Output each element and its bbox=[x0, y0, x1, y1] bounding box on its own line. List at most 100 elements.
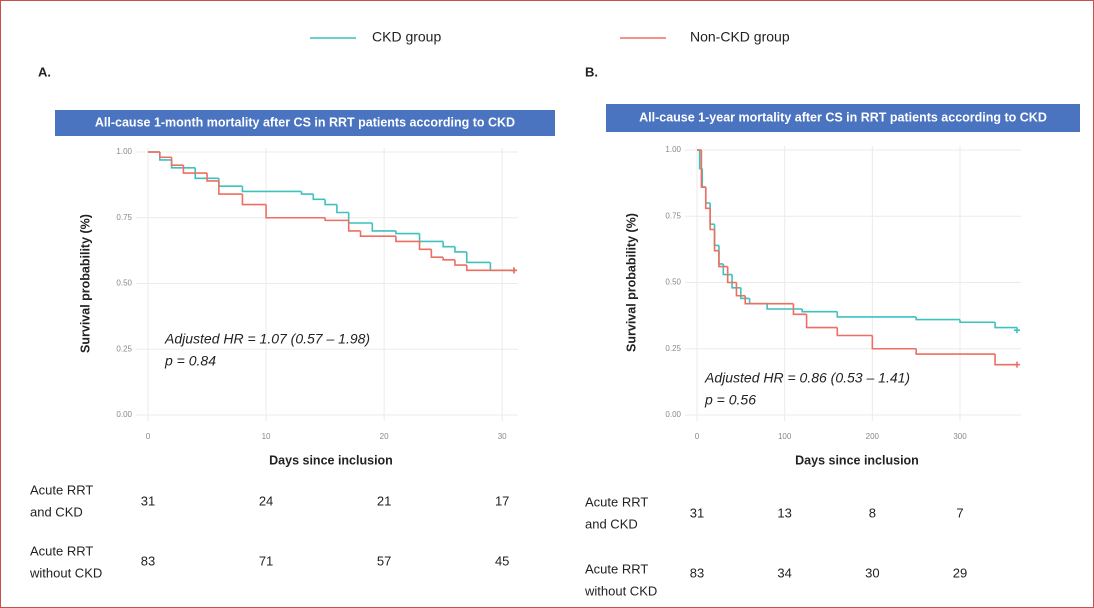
risk-row-label: Acute RRT bbox=[30, 543, 93, 558]
y-tick-label: 0.25 bbox=[665, 344, 681, 353]
y-tick-label: 1.00 bbox=[665, 145, 681, 154]
survival-step bbox=[336, 204, 349, 214]
survival-step bbox=[300, 191, 314, 195]
risk-count: 7 bbox=[956, 505, 963, 520]
risk-count: 13 bbox=[777, 505, 791, 520]
risk-row-label: Acute RRT bbox=[30, 482, 93, 497]
annotation: p = 0.56 bbox=[704, 392, 756, 408]
survival-step bbox=[194, 167, 219, 180]
survival-step bbox=[1014, 327, 1020, 334]
panel-label: A. bbox=[38, 64, 51, 79]
annotation: p = 0.84 bbox=[164, 353, 216, 369]
survival-step bbox=[740, 287, 750, 300]
legend-label: Non-CKD group bbox=[690, 29, 790, 45]
risk-count: 71 bbox=[259, 553, 273, 568]
survival-step bbox=[454, 246, 467, 253]
risk-row-label: without CKD bbox=[29, 565, 102, 580]
survival-step bbox=[418, 241, 432, 251]
survival-step bbox=[454, 259, 467, 266]
survival-step bbox=[915, 348, 996, 355]
survival-step bbox=[766, 303, 803, 310]
survival-step bbox=[182, 165, 208, 174]
risk-row-label: without CKD bbox=[584, 583, 657, 598]
survival-step bbox=[359, 230, 396, 237]
survival-step bbox=[726, 266, 737, 284]
survival-step bbox=[744, 295, 794, 305]
y-tick-label: 0.00 bbox=[665, 410, 681, 419]
survival-step bbox=[241, 186, 302, 193]
survival-step bbox=[704, 187, 711, 210]
survival-step bbox=[994, 354, 1017, 366]
x-tick-label: 0 bbox=[695, 432, 700, 441]
survival-step bbox=[159, 152, 172, 159]
risk-count: 17 bbox=[495, 493, 509, 508]
x-tick-label: 200 bbox=[866, 432, 880, 441]
survival-step bbox=[347, 220, 361, 232]
survival-step bbox=[395, 230, 420, 235]
x-tick-label: 300 bbox=[953, 432, 967, 441]
risk-row-label: Acute RRT bbox=[585, 561, 648, 576]
survival-step bbox=[735, 282, 746, 297]
y-tick-label: 0.75 bbox=[116, 213, 132, 222]
risk-count: 24 bbox=[259, 493, 273, 508]
survival-step bbox=[465, 251, 491, 264]
survival-step bbox=[170, 157, 184, 166]
x-tick-label: 30 bbox=[498, 432, 507, 441]
risk-count: 57 bbox=[377, 553, 391, 568]
x-axis-title: Days since inclusion bbox=[269, 453, 393, 467]
survival-step bbox=[324, 217, 349, 222]
risk-count: 31 bbox=[690, 505, 704, 520]
risk-count: 83 bbox=[141, 553, 155, 568]
survival-step bbox=[731, 274, 741, 289]
survival-step bbox=[836, 327, 873, 337]
survival-step bbox=[371, 223, 396, 232]
annotation: Adjusted HR = 1.07 (0.57 – 1.98) bbox=[164, 331, 370, 347]
y-tick-label: 0.75 bbox=[665, 211, 681, 220]
y-tick-label: 0.00 bbox=[116, 410, 132, 419]
survival-step bbox=[700, 150, 706, 188]
title-box bbox=[606, 104, 1080, 132]
panel-label: B. bbox=[585, 64, 598, 79]
chart-title: All-cause 1-month mortality after CS in … bbox=[95, 115, 515, 129]
risk-count: 8 bbox=[869, 505, 876, 520]
risk-count: 29 bbox=[953, 565, 967, 580]
survival-step bbox=[511, 267, 517, 274]
y-axis-title: Survival probability (%) bbox=[624, 213, 638, 352]
risk-count: 34 bbox=[777, 565, 791, 580]
survival-step bbox=[994, 322, 1017, 329]
survival-step bbox=[713, 229, 719, 252]
survival-step bbox=[915, 316, 961, 321]
annotation: Adjusted HR = 0.86 (0.53 – 1.41) bbox=[704, 370, 910, 386]
chart-title: All-cause 1-year mortality after CS in R… bbox=[639, 110, 1047, 124]
survival-step bbox=[722, 263, 733, 276]
survival-step bbox=[206, 173, 219, 182]
survival-step bbox=[218, 180, 243, 195]
survival-step bbox=[442, 257, 455, 261]
y-axis-title: Survival probability (%) bbox=[78, 214, 92, 353]
survival-step bbox=[836, 311, 917, 318]
survival-step bbox=[430, 249, 444, 258]
risk-count: 83 bbox=[690, 565, 704, 580]
survival-step bbox=[709, 208, 715, 231]
survival-step bbox=[718, 250, 728, 268]
survival-step bbox=[241, 194, 267, 206]
survival-step bbox=[801, 309, 838, 313]
risk-count: 31 bbox=[141, 493, 155, 508]
survival-step bbox=[1014, 361, 1020, 368]
x-tick-label: 100 bbox=[778, 432, 792, 441]
risk-row-label: and CKD bbox=[585, 516, 638, 531]
survival-step bbox=[395, 236, 420, 243]
legend-label: CKD group bbox=[372, 29, 441, 45]
survival-step bbox=[312, 194, 326, 201]
risk-count: 45 bbox=[495, 553, 509, 568]
x-tick-label: 20 bbox=[380, 432, 389, 441]
x-tick-label: 0 bbox=[146, 432, 151, 441]
survival-step bbox=[324, 199, 337, 206]
x-axis-title: Days since inclusion bbox=[795, 453, 919, 467]
y-tick-label: 0.25 bbox=[116, 344, 132, 353]
survival-step bbox=[805, 314, 838, 329]
y-tick-label: 1.00 bbox=[116, 147, 132, 156]
survival-step bbox=[959, 319, 996, 324]
